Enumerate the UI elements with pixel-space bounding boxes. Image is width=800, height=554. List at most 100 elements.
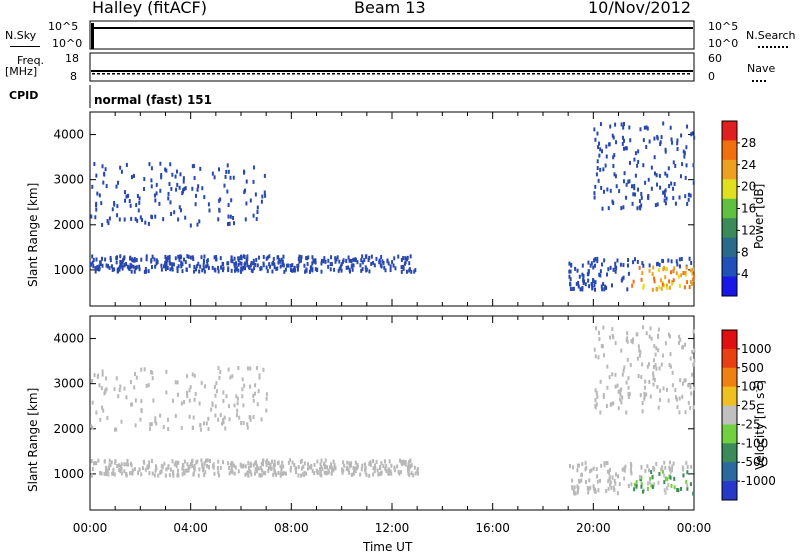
echo-point (236, 401, 239, 406)
echo-point (277, 460, 280, 465)
echo-point (397, 254, 400, 259)
echo-point (670, 259, 673, 264)
echo-point (687, 400, 690, 405)
echo-point (668, 184, 671, 189)
echo-point (164, 260, 167, 265)
echo-point (126, 458, 129, 463)
echo-point (405, 269, 408, 274)
freq-trace (91, 70, 693, 72)
echo-point (140, 257, 143, 262)
echo-point (645, 331, 648, 336)
echo-point (619, 392, 622, 397)
echo-point (131, 258, 134, 263)
echo-point (626, 287, 629, 292)
echo-point (99, 417, 102, 422)
echo-point (402, 459, 405, 464)
echo-point (359, 263, 362, 268)
echo-point (643, 488, 646, 493)
echo-point (680, 256, 683, 261)
echo-point (364, 470, 367, 475)
echo-point (675, 395, 678, 400)
echo-point (96, 374, 99, 379)
echo-point (626, 331, 629, 336)
echo-point (632, 192, 635, 197)
echo-point (635, 332, 638, 337)
echo-point (186, 394, 189, 399)
echo-point (155, 466, 158, 471)
echo-point (120, 419, 123, 424)
echo-point (633, 487, 636, 492)
echo-point (404, 260, 407, 265)
echo-point (271, 261, 274, 266)
echo-point (228, 466, 231, 471)
echo-point (226, 189, 229, 194)
echo-point (202, 263, 205, 268)
echo-point (677, 274, 680, 279)
echo-point (96, 191, 99, 196)
echo-point (665, 196, 668, 201)
echo-point (227, 268, 230, 273)
echo-point (233, 463, 236, 468)
echo-point (634, 173, 637, 178)
echo-point (260, 461, 263, 466)
echo-point (404, 256, 407, 261)
echo-point (632, 279, 635, 284)
echo-point (626, 263, 629, 268)
echo-point (670, 468, 673, 473)
echo-point (630, 466, 633, 471)
echo-point (606, 469, 609, 474)
echo-point (193, 176, 196, 181)
echo-point (295, 470, 298, 475)
echo-point (260, 473, 263, 478)
echo-point (664, 341, 667, 346)
freq-dot (672, 73, 675, 75)
echo-point (151, 254, 154, 259)
echo-point (149, 370, 152, 375)
echo-point (260, 199, 263, 204)
freq-dot (327, 73, 330, 75)
echo-point (360, 467, 363, 472)
echo-point (162, 217, 165, 222)
echo-point (254, 471, 257, 476)
echo-point (668, 465, 671, 470)
echo-point (633, 186, 636, 191)
echo-point (600, 343, 603, 348)
freq-dot (312, 73, 315, 75)
echo-point (172, 262, 175, 267)
echo-point (614, 472, 617, 477)
echo-point (363, 462, 366, 467)
echo-point (139, 417, 142, 422)
echo-point (283, 470, 286, 475)
echo-point (138, 200, 141, 205)
echo-point (159, 469, 162, 474)
echo-point (683, 378, 686, 383)
echo-point (642, 163, 645, 168)
echo-point (281, 472, 284, 477)
echo-point (372, 466, 375, 471)
echo-point (95, 267, 98, 272)
freq-dot (522, 73, 525, 75)
echo-point (667, 482, 670, 487)
echo-point (200, 458, 203, 463)
echo-point (254, 467, 257, 472)
echo-point (304, 269, 307, 274)
echo-point (95, 201, 98, 206)
echo-point (98, 193, 101, 198)
echo-point (364, 265, 367, 270)
echo-point (181, 262, 184, 267)
echo-point (182, 176, 185, 181)
echo-point (612, 485, 615, 490)
echo-point (127, 462, 130, 467)
echo-point (230, 467, 233, 472)
echo-point (228, 471, 231, 476)
echo-point (670, 137, 673, 142)
echo-point (253, 266, 256, 271)
echo-point (268, 262, 271, 267)
echo-point (612, 201, 615, 206)
echo-point (258, 373, 261, 378)
freq-dot (617, 73, 620, 75)
echo-point (667, 398, 670, 403)
echo-point (412, 473, 415, 478)
echo-point (580, 473, 583, 478)
echo-point (305, 256, 308, 261)
